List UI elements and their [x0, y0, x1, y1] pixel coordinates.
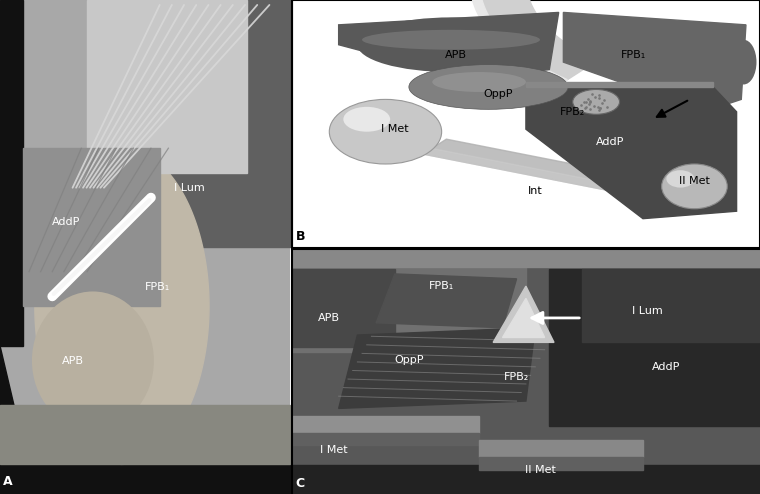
Polygon shape [479, 0, 650, 80]
Text: I Lum: I Lum [632, 306, 663, 316]
Polygon shape [87, 0, 247, 173]
Polygon shape [423, 139, 699, 204]
Text: II Met: II Met [679, 176, 710, 186]
Polygon shape [292, 465, 760, 494]
Polygon shape [479, 457, 643, 469]
Polygon shape [292, 416, 479, 433]
Polygon shape [35, 148, 209, 464]
Ellipse shape [329, 99, 442, 164]
Polygon shape [0, 405, 290, 464]
Text: APB: APB [62, 356, 84, 366]
FancyBboxPatch shape [0, 0, 290, 494]
Ellipse shape [32, 291, 154, 430]
Text: A: A [3, 475, 13, 488]
Polygon shape [292, 433, 479, 445]
Text: FPB₁: FPB₁ [621, 50, 646, 60]
Text: C: C [296, 477, 305, 490]
Polygon shape [292, 249, 760, 267]
Text: I Met: I Met [381, 124, 409, 134]
Polygon shape [493, 286, 554, 342]
Polygon shape [339, 328, 535, 409]
Text: APB: APB [318, 313, 340, 323]
Polygon shape [423, 147, 676, 204]
Ellipse shape [662, 164, 727, 209]
Polygon shape [549, 269, 760, 425]
Polygon shape [563, 12, 746, 112]
Text: APB: APB [445, 50, 467, 60]
Polygon shape [292, 269, 395, 347]
Polygon shape [526, 87, 736, 219]
Polygon shape [24, 148, 160, 306]
Polygon shape [0, 464, 290, 494]
Ellipse shape [409, 65, 568, 109]
Text: OppP: OppP [394, 355, 423, 365]
Ellipse shape [432, 72, 526, 92]
Text: II Met: II Met [524, 464, 556, 475]
Polygon shape [470, 0, 633, 83]
FancyBboxPatch shape [292, 249, 760, 494]
Text: I Met: I Met [320, 445, 348, 455]
Text: FPB₁: FPB₁ [145, 282, 170, 291]
Polygon shape [479, 440, 643, 457]
Polygon shape [582, 269, 760, 342]
Text: AddP: AddP [652, 362, 680, 372]
Text: B: B [296, 230, 305, 243]
Polygon shape [292, 249, 526, 352]
Text: AddP: AddP [596, 137, 625, 147]
Text: Int: Int [528, 186, 543, 196]
Polygon shape [376, 274, 517, 328]
Polygon shape [526, 82, 713, 87]
Text: FPB₁: FPB₁ [429, 281, 454, 291]
Polygon shape [0, 0, 24, 346]
Polygon shape [502, 298, 545, 337]
Text: OppP: OppP [483, 89, 512, 99]
Polygon shape [0, 346, 35, 494]
Text: AddP: AddP [52, 217, 81, 227]
Ellipse shape [730, 40, 756, 84]
Ellipse shape [357, 17, 545, 72]
Ellipse shape [667, 170, 695, 188]
Polygon shape [339, 12, 559, 80]
Ellipse shape [344, 107, 390, 132]
Text: FPB₂: FPB₂ [504, 371, 529, 382]
Polygon shape [145, 0, 290, 247]
Ellipse shape [362, 30, 540, 50]
Text: I Lum: I Lum [174, 183, 205, 193]
Ellipse shape [573, 89, 619, 114]
Text: FPB₂: FPB₂ [560, 107, 585, 117]
FancyBboxPatch shape [292, 0, 760, 248]
